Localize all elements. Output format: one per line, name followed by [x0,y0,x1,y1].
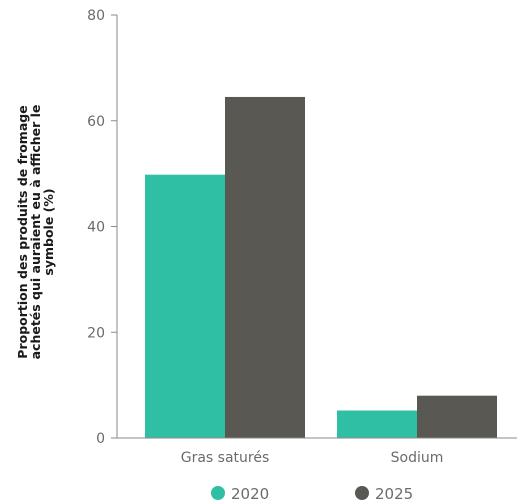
y-axis-ticks: 0 20 40 60 80 [87,8,117,447]
y-tick-label: 80 [87,8,105,24]
bar-2025-0 [225,96,305,439]
y-axis-label-line: achetés qui auraient eu à afficher le [28,105,43,360]
bar-2020-0 [145,174,225,438]
y-tick-label: 0 [96,431,105,447]
x-category-label: Gras saturés [181,450,270,466]
y-axis-label: Proportion des produits de fromageacheté… [15,105,56,360]
x-axis-category-labels: Gras saturés Sodium [181,450,444,466]
legend-label-2025: 2025 [375,485,413,503]
legend-swatch-2020 [211,486,225,500]
y-axis-label-line: Proportion des produits de fromage [15,105,30,358]
legend: 2020 2025 [211,485,413,503]
bar-2025-1 [417,395,497,438]
legend-swatch-2025 [355,486,369,500]
y-tick-label: 60 [87,114,105,130]
x-category-label: Sodium [391,450,444,466]
bar-2020-1 [337,410,417,438]
y-tick-label: 20 [87,325,105,341]
y-tick-label: 40 [87,220,105,236]
legend-label-2020: 2020 [231,485,269,503]
y-axis-label-line: symbole (%) [41,188,56,275]
bars [145,96,497,439]
